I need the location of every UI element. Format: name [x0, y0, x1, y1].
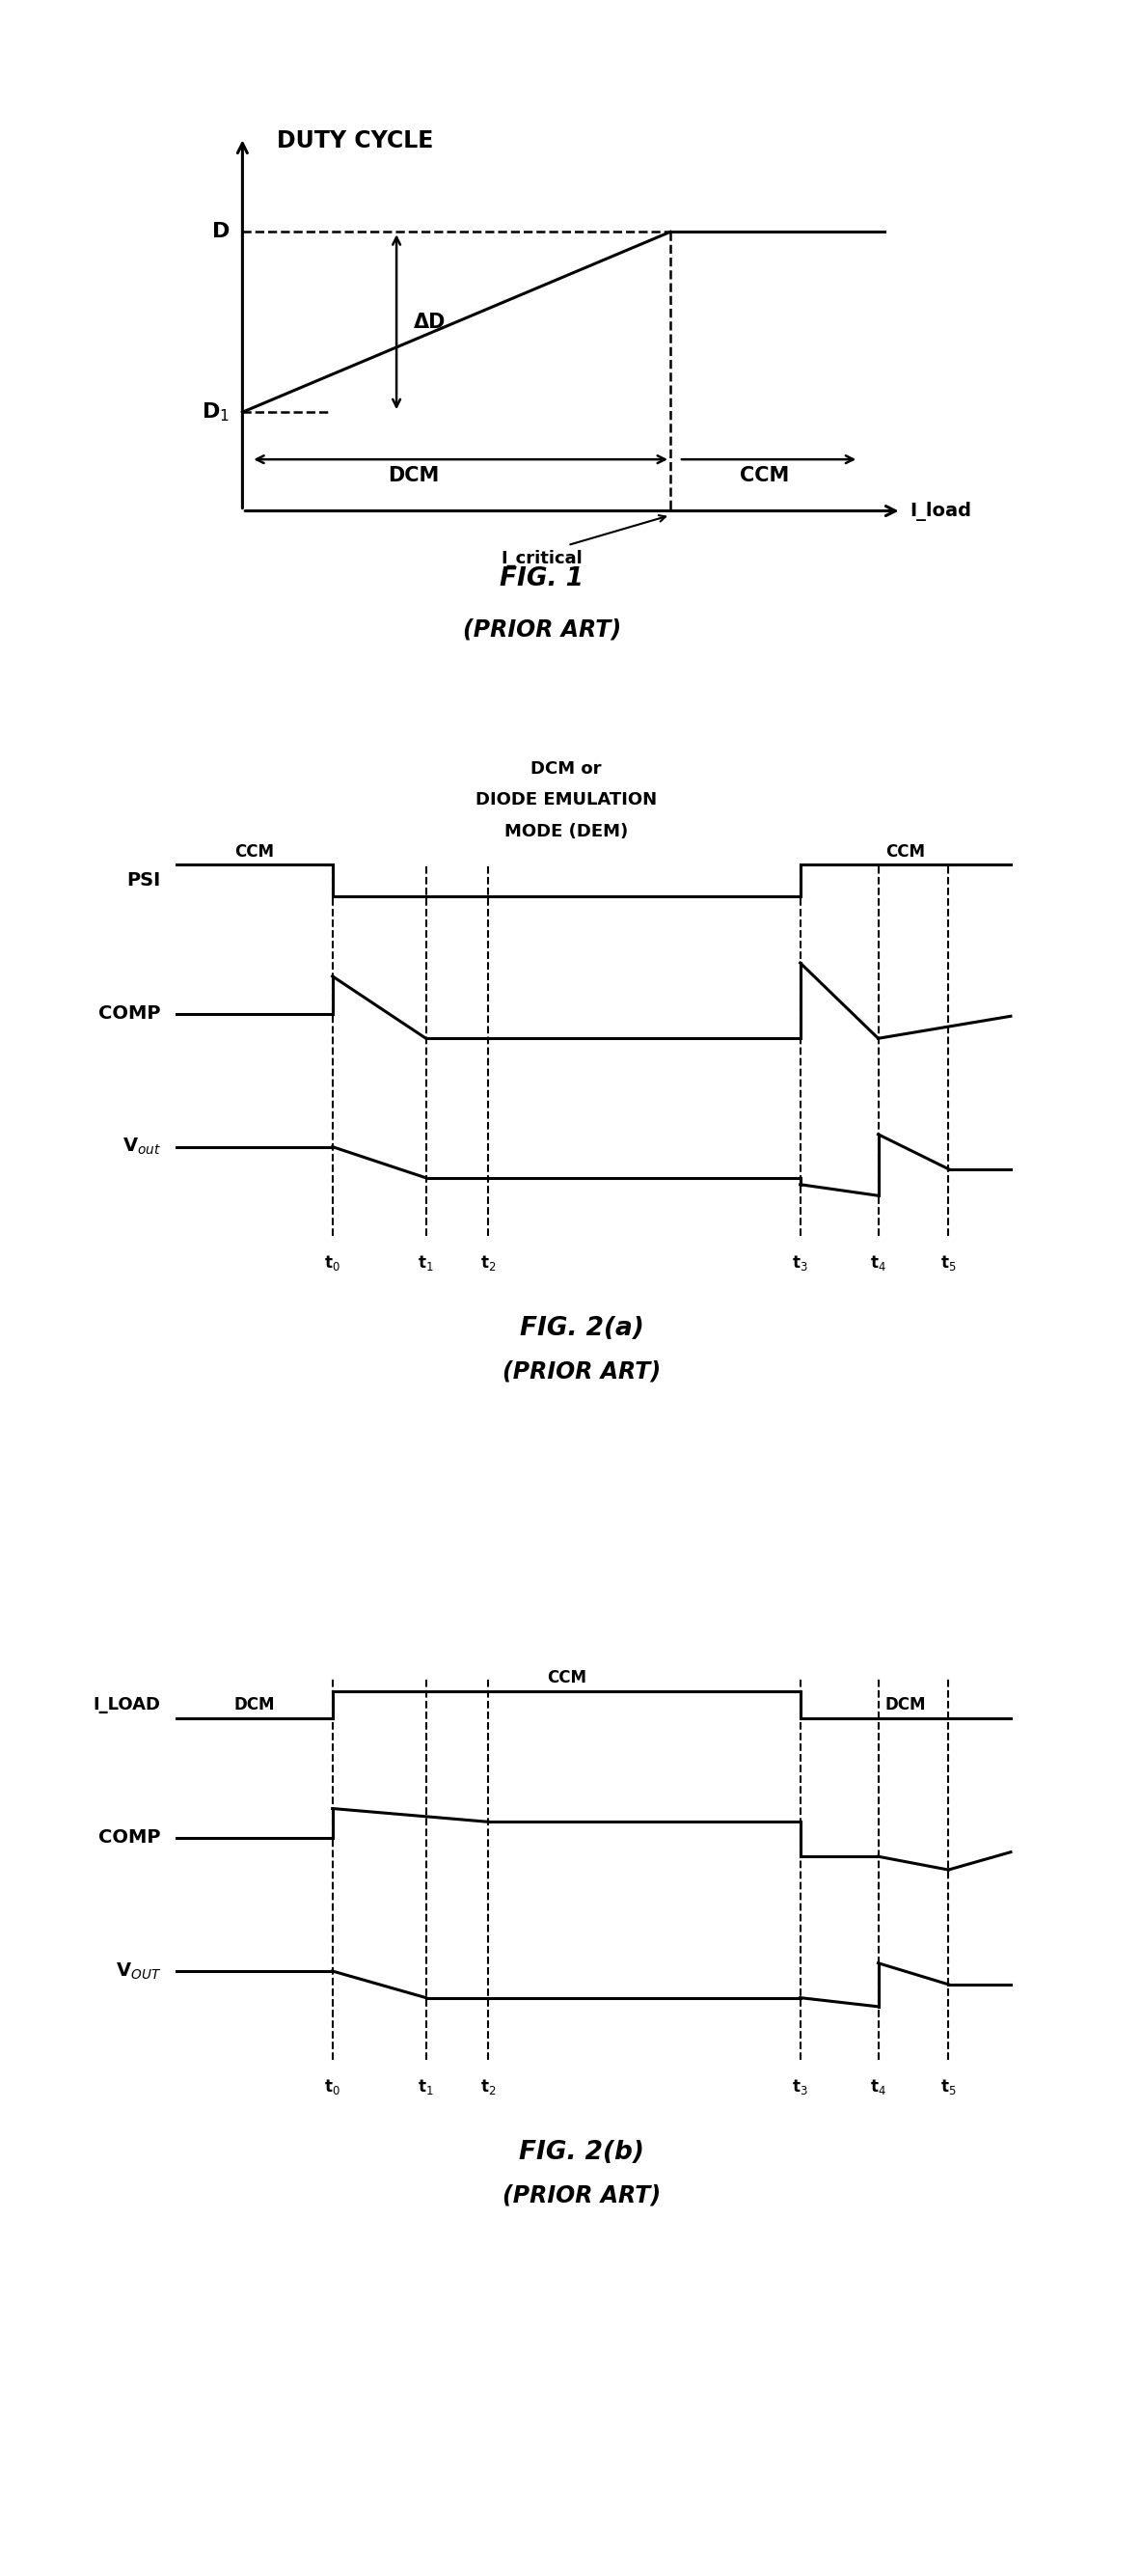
Text: t$_2$: t$_2$: [480, 1255, 496, 1273]
Text: CCM: CCM: [739, 466, 790, 484]
Text: FIG. 1: FIG. 1: [500, 567, 584, 592]
Text: D: D: [212, 222, 229, 242]
Text: FIG. 2(a): FIG. 2(a): [520, 1316, 644, 1340]
Text: t$_1$: t$_1$: [418, 1255, 434, 1273]
Text: t$_0$: t$_0$: [324, 2079, 340, 2097]
Text: FIG. 2(b): FIG. 2(b): [519, 2141, 645, 2164]
Text: V$_{OUT}$: V$_{OUT}$: [115, 1960, 161, 1981]
Text: CCM: CCM: [547, 1669, 586, 1687]
Text: t$_5$: t$_5$: [940, 2079, 956, 2097]
Text: CCM: CCM: [885, 842, 925, 860]
Text: MODE (DEM): MODE (DEM): [504, 822, 629, 840]
Text: I_load: I_load: [911, 502, 972, 520]
Text: COMP: COMP: [98, 1005, 161, 1023]
Text: t$_3$: t$_3$: [792, 2079, 808, 2097]
Text: DCM: DCM: [234, 1695, 275, 1713]
Text: t$_4$: t$_4$: [871, 1255, 887, 1273]
Text: DCM: DCM: [388, 466, 439, 484]
Text: D$_1$: D$_1$: [202, 402, 229, 422]
Text: t$_0$: t$_0$: [324, 1255, 340, 1273]
Text: DUTY CYCLE: DUTY CYCLE: [277, 129, 434, 152]
Text: (PRIOR ART): (PRIOR ART): [503, 1360, 661, 1383]
Text: (PRIOR ART): (PRIOR ART): [463, 618, 621, 641]
Text: DIODE EMULATION: DIODE EMULATION: [476, 791, 657, 809]
Text: t$_1$: t$_1$: [418, 2079, 434, 2097]
Text: ΔD: ΔD: [413, 312, 446, 332]
Text: t$_2$: t$_2$: [480, 2079, 496, 2097]
Text: I_critical: I_critical: [501, 549, 583, 567]
Text: t$_3$: t$_3$: [792, 1255, 808, 1273]
Text: DCM: DCM: [885, 1695, 926, 1713]
Text: DCM or: DCM or: [531, 760, 601, 778]
Text: (PRIOR ART): (PRIOR ART): [503, 2184, 661, 2208]
Text: t$_4$: t$_4$: [871, 2079, 887, 2097]
Text: t$_5$: t$_5$: [940, 1255, 956, 1273]
Text: COMP: COMP: [98, 1829, 161, 1847]
Text: V$_{out}$: V$_{out}$: [122, 1136, 161, 1157]
Text: I_LOAD: I_LOAD: [94, 1695, 161, 1713]
Text: CCM: CCM: [235, 842, 274, 860]
Text: PSI: PSI: [127, 871, 161, 889]
